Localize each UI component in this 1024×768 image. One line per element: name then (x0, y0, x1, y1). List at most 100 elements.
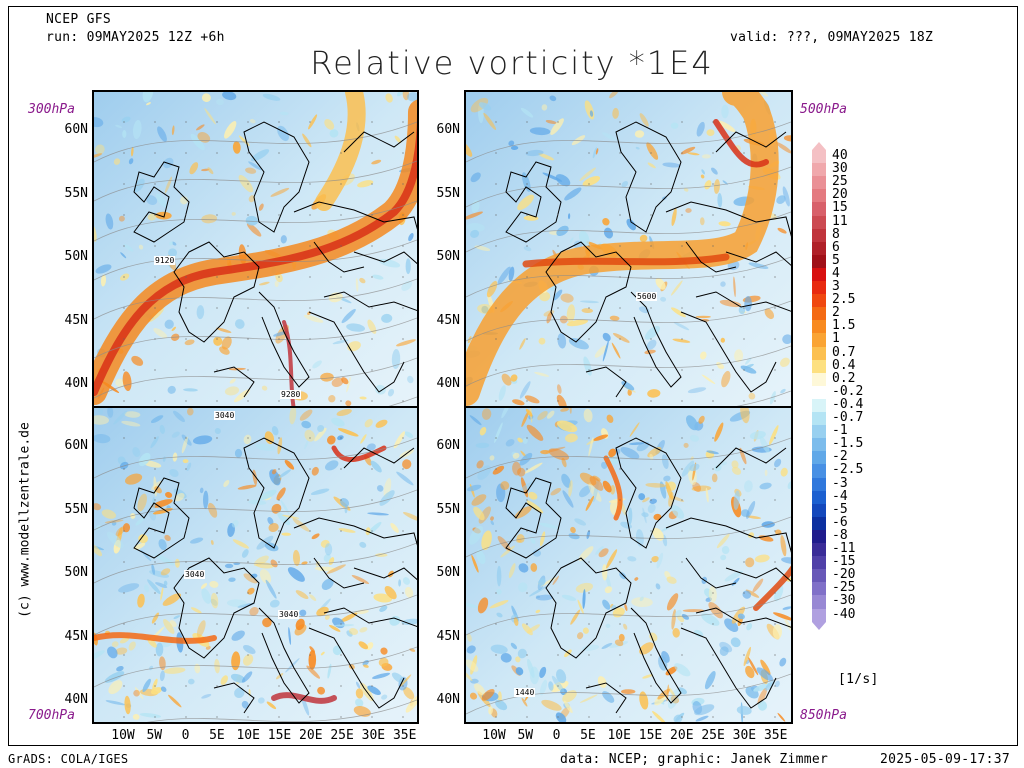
colorbar-swatch (812, 398, 826, 413)
colorbar-unit: [1/s] (838, 672, 879, 687)
colorbar-label: 1.5 (832, 318, 856, 334)
footer-right: 2025-05-09-17:37 (880, 752, 1011, 767)
colorbar-swatch (812, 385, 826, 400)
colorbar-swatch (812, 320, 826, 334)
colorbar-swatch (812, 372, 826, 387)
colorbar-label: -30 (832, 593, 856, 609)
colorbar-swatch (812, 215, 826, 230)
lon-label: 10E (607, 728, 631, 743)
colorbar-label: 15 (832, 200, 848, 216)
footer-left: GrADS: COLA/IGES (8, 752, 129, 766)
colorbar-label: -1.5 (832, 436, 864, 452)
colorbar-swatch (812, 595, 826, 609)
lat-label: 50N (64, 565, 88, 580)
level-label-300: 300hPa (28, 102, 75, 117)
lon-label: 35E (763, 728, 788, 743)
colorbar-swatch (812, 176, 826, 190)
colorbar-label: 2.5 (832, 292, 856, 308)
map-panel-850hpa: 1440 (464, 406, 793, 724)
lat-label: 55N (64, 501, 88, 517)
lon-label: 5W (146, 728, 163, 743)
lat-label: 55N (436, 185, 460, 201)
lat-label: 40N (436, 376, 460, 391)
lat-label: 50N (436, 249, 460, 264)
colorbar-label: -2 (832, 449, 848, 465)
colorbar-swatch (812, 189, 826, 203)
contour-label: 3040 (184, 570, 206, 579)
colorbar-swatch (812, 608, 826, 623)
colorbar-swatch (812, 150, 826, 164)
colorbar-label: -4 (832, 488, 848, 504)
contour-label: 9120 (154, 256, 176, 265)
lon-label: 5E (209, 728, 225, 743)
lon-label: 30E (732, 728, 757, 743)
lat-label: 40N (436, 692, 460, 707)
lat-label: 50N (64, 249, 88, 264)
map-850-field (466, 408, 791, 722)
lon-label: 0 (552, 728, 561, 743)
colorbar-swatch (812, 529, 826, 544)
colorbar-swatch (812, 516, 826, 531)
lat-label: 45N (64, 628, 88, 644)
contour-label: 9280 (280, 390, 302, 399)
lat-label: 55N (64, 185, 88, 201)
colorbar-swatch (812, 202, 826, 216)
colorbar-label: 30 (832, 161, 848, 177)
contour-label: 5600 (636, 292, 658, 301)
lon-label: 15E (267, 728, 292, 743)
map-title: Relative vorticity *1E4 (310, 44, 714, 82)
colorbar-label: 20 (832, 187, 848, 203)
figure-frame (8, 6, 1018, 746)
lon-label: 35E (392, 728, 417, 743)
colorbar-label: -25 (832, 580, 856, 596)
colorbar-swatch (812, 163, 826, 177)
colorbar-swatch (812, 359, 826, 374)
lat-label: 60N (436, 122, 460, 137)
colorbar-label: -40 (832, 606, 856, 622)
credit-side-text: (c) www.modellzentrale.de (17, 422, 33, 618)
colorbar-label: 6 (832, 239, 840, 255)
lat-label: 60N (64, 122, 88, 137)
colorbar-label: -15 (832, 554, 856, 570)
colorbar-label: -0.4 (832, 396, 864, 412)
credit-side: (c) www.modellzentrale.de (17, 420, 33, 620)
colorbar-label: -0.2 (832, 383, 864, 399)
colorbar-swatch (812, 569, 826, 583)
colorbar-swatch (812, 228, 826, 243)
colorbar-label: 40 (832, 148, 848, 163)
lon-label: 0 (181, 728, 190, 743)
colorbar-swatch (812, 582, 826, 596)
colorbar-swatch (812, 490, 826, 505)
lon-label: 25E (330, 728, 354, 743)
level-label-500: 500hPa (800, 102, 847, 117)
lat-label: 50N (436, 565, 460, 580)
valid-time: valid: ???, 09MAY2025 18Z (730, 30, 934, 45)
colorbar-top-arrow (812, 142, 826, 150)
map-700-field (94, 408, 417, 722)
colorbar-swatch (812, 307, 826, 321)
colorbar-swatch (812, 241, 826, 256)
colorbar-swatch (812, 412, 826, 426)
model-name: NCEP GFS (46, 12, 112, 27)
lat-label: 45N (64, 312, 88, 328)
colorbar-label: -6 (832, 514, 848, 530)
colorbar-swatch (812, 281, 826, 295)
colorbar-label: 0.7 (832, 344, 856, 360)
colorbar-swatch (812, 425, 826, 439)
lat-label: 60N (64, 438, 88, 453)
colorbar-swatch (812, 556, 826, 570)
colorbar-label: -8 (832, 527, 848, 543)
colorbar-swatch (812, 451, 826, 465)
lon-label: 10W (482, 728, 506, 743)
lon-label: 10E (236, 728, 260, 743)
lon-label: 20E (670, 728, 694, 743)
lat-label: 40N (64, 692, 88, 707)
colorbar-swatch (812, 254, 826, 269)
map-500-field (466, 92, 791, 406)
colorbar-label: 0.4 (832, 357, 856, 373)
colorbar-swatch (812, 294, 826, 308)
map-panel-500hpa: 5600 (464, 90, 793, 408)
run-time: run: 09MAY2025 12Z +6h (46, 30, 225, 45)
lon-label: 5E (580, 728, 596, 743)
colorbar-swatch (812, 346, 826, 361)
